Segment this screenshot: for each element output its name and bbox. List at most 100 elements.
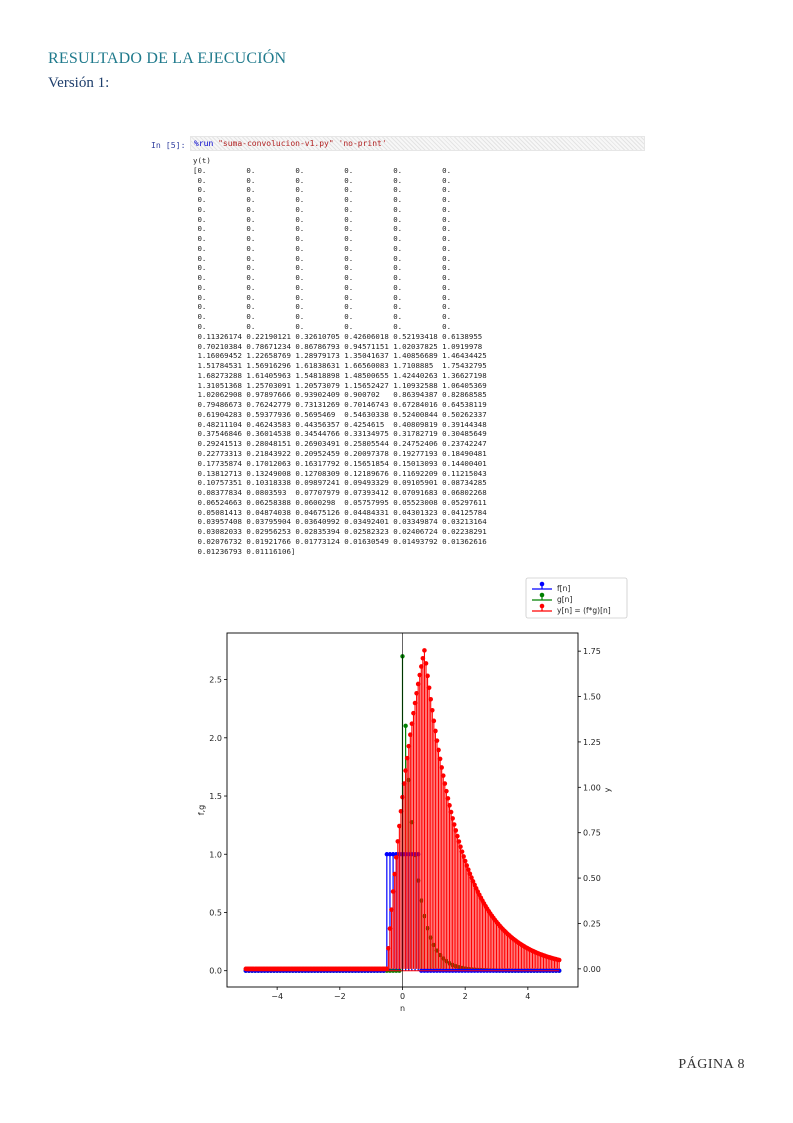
f-marker [387, 852, 393, 857]
output-line: 0. 0. 0. 0. 0. 0. [193, 263, 452, 273]
code-cell-input[interactable]: %run "suma-convolucion-v1.py" 'no-print' [190, 136, 645, 151]
y-left-tick-label: 0.5 [209, 908, 222, 917]
y-marker [464, 863, 470, 868]
y-right-tick-label: 0.00 [583, 965, 601, 974]
y-marker [556, 957, 562, 963]
output-line: 0.79486673 0.76242779 0.73131269 0.70146… [193, 400, 487, 410]
output-line: 0. 0. 0. 0. 0. 0. [193, 175, 452, 185]
output-line: 0.22773313 0.21843922 0.20952459 0.20097… [193, 448, 487, 458]
output-line: 0. 0. 0. 0. 0. 0. [193, 243, 452, 253]
y-marker [422, 648, 427, 653]
y-marker [453, 828, 459, 833]
output-line: 1.02062908 0.97897666 0.93902409 0.90070… [193, 390, 487, 400]
output-line: 0. 0. 0. 0. 0. 0. [193, 253, 452, 263]
y-right-tick-label: 1.25 [583, 738, 601, 747]
y-marker [462, 858, 468, 864]
output-line: 0. 0. 0. 0. 0. 0. [193, 214, 452, 224]
y-marker [459, 849, 465, 854]
x-tick-label: −4 [271, 992, 283, 1001]
output-line: 0.03082033 0.02956253 0.02835394 0.02582… [193, 527, 487, 537]
section-heading: RESULTADO DE LA EJECUCIÓN [48, 50, 287, 67]
y-marker [448, 809, 454, 815]
output-line: 1.16069452 1.22658769 1.28979173 1.35041… [193, 351, 487, 361]
legend: f[n] g[n] y[n] = (f*g)[n] [525, 577, 628, 619]
output-line: 0.08377834 0.0803593 0.07707979 0.073934… [193, 488, 487, 498]
output-line: 0.61904283 0.59377936 0.5695469 0.546303… [193, 409, 487, 419]
x-tick-label: −2 [334, 992, 346, 1001]
x-tick-label: 4 [525, 992, 530, 1001]
y-right-tick-label: 1.00 [583, 783, 601, 792]
output-line: 0. 0. 0. 0. 0. 0. [193, 204, 452, 214]
y-marker [442, 781, 448, 786]
output-line: 0. 0. 0. 0. 0. 0. [193, 282, 452, 292]
y-left-tick-label: 0.0 [209, 967, 222, 976]
output-line: 0. 0. 0. 0. 0. 0. [193, 322, 452, 332]
cell-prompt: In [5]: [151, 140, 186, 150]
y-marker [456, 839, 462, 844]
output-line: 0.02076732 0.01921766 0.01773124 0.01630… [193, 536, 487, 546]
y-marker [436, 747, 441, 753]
output-line: 0. 0. 0. 0. 0. 0. [193, 273, 452, 283]
output-line: 1.51784531 1.56916296 1.61838631 1.66560… [193, 361, 487, 371]
run-magic: %run [194, 139, 214, 148]
y-marker [440, 773, 446, 778]
y-marker [445, 796, 451, 801]
output-line: 0. 0. 0. 0. 0. 0. [193, 195, 452, 205]
y-right-tick-label: 0.75 [583, 829, 601, 838]
output-line: 0.05081413 0.04874038 0.04675126 0.04484… [193, 507, 487, 517]
y-marker [444, 788, 449, 794]
output-line: 0. 0. 0. 0. 0. 0. [193, 224, 452, 234]
output-line: 0.06524663 0.06258388 0.0600298 0.057579… [193, 497, 487, 507]
y-marker [429, 707, 435, 713]
output-line: 0.01236793 0.01116106] [193, 546, 296, 556]
output-line: 0.03957408 0.03795904 0.03640992 0.03492… [193, 517, 487, 527]
f-marker [384, 852, 390, 857]
convolution-plot: −4 −2 0 2 4 0.0 0.5 1.0 1.5 2.0 2.5 0.00 0.25 0.50 0.7… [197, 577, 628, 1013]
output-line: 0.70210384 0.78671234 0.86786793 0.94571… [193, 341, 483, 351]
legend-label: f[n] [557, 584, 570, 593]
x-tick-label: 2 [463, 992, 468, 1001]
legend-label: g[n] [557, 595, 572, 604]
y-marker [467, 871, 473, 877]
output-line: 0.11326174 0.22190121 0.32610705 0.42606… [193, 331, 483, 341]
output-line: 0. 0. 0. 0. 0. 0. [193, 312, 452, 322]
output-line: 0. 0. 0. 0. 0. 0. [193, 185, 452, 195]
legend-swatch-marker [539, 592, 545, 598]
y-marker [425, 673, 430, 679]
page-number: PÁGINA 8 [678, 1057, 745, 1072]
y-right-axis-label: y [603, 787, 612, 792]
output-line: 0. 0. 0. 0. 0. 0. [193, 234, 452, 244]
y-marker [423, 661, 429, 666]
output-line: [0. 0. 0. 0. 0. 0. [193, 165, 452, 175]
output-line: 0.48211104 0.46243583 0.44356357 0.42546… [193, 419, 487, 429]
y-left-tick-label: 2.5 [209, 676, 222, 685]
y-marker [469, 875, 474, 880]
y-marker [428, 696, 434, 702]
y-marker [458, 844, 463, 849]
legend-swatch-marker [539, 581, 545, 587]
output-line: 1.68273288 1.61405963 1.54818898 1.48500… [193, 370, 487, 380]
g-marker [403, 723, 408, 729]
output-line: y(t) [193, 156, 211, 165]
script-arg: "suma-convolucion-v1.py" [218, 139, 334, 148]
y-marker [439, 765, 444, 770]
output-line: 0. 0. 0. 0. 0. 0. [193, 302, 452, 312]
y-marker [455, 833, 460, 839]
legend-label: y[n] = (f*g)[n] [557, 606, 611, 615]
y-left-tick-label: 2.0 [209, 734, 222, 743]
y-marker [433, 728, 438, 734]
y-marker [472, 882, 477, 888]
y-series [243, 648, 562, 972]
y-right-tick-label: 0.25 [583, 919, 601, 928]
y-right-tick-label: 0.50 [583, 874, 601, 883]
y-marker [451, 822, 457, 827]
output-line: 1.31051368 1.25703091 1.20573079 1.15652… [193, 380, 487, 390]
y-left-axis-label: f,g [197, 805, 206, 815]
output-line: 0.10757351 0.10318338 0.09897241 0.09493… [193, 478, 487, 488]
version-subheading: Versión 1: [48, 75, 110, 91]
y-marker [434, 738, 440, 743]
output-line: 0.17735874 0.17012063 0.16317792 0.15651… [193, 458, 487, 468]
mode-arg: 'no-print' [338, 139, 387, 148]
y-marker [470, 879, 476, 884]
y-marker [466, 867, 471, 872]
